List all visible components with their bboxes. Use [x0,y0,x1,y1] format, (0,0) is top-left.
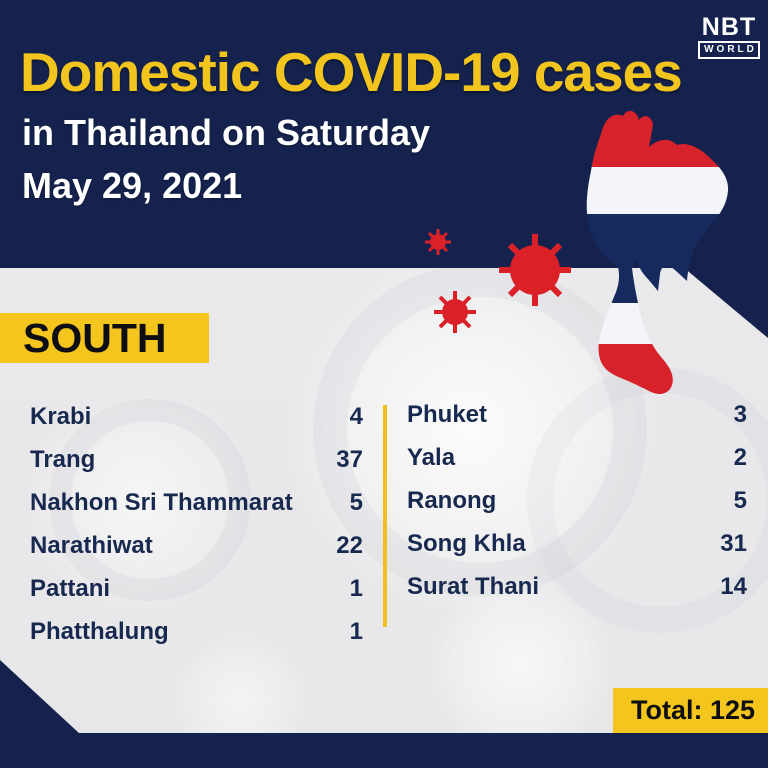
province-name: Phuket [407,400,488,428]
page-subtitle: in Thailand on Saturday May 29, 2021 [22,106,582,212]
case-count: 1 [349,617,363,645]
table-row: Song Khla 31 [407,522,747,565]
bottom-left-wedge [0,660,80,734]
map-stripe-navy [586,214,729,303]
province-name: Krabi [30,402,92,430]
case-count: 5 [349,488,363,516]
table-row: Phatthalung 1 [30,610,363,653]
logo-text-world: WORLD [698,41,760,59]
province-name: Nakhon Sri Thammarat [30,488,293,516]
province-name: Song Khla [407,529,526,557]
thailand-map [586,110,729,394]
map-stripe-white-upper [586,167,729,214]
case-count: 22 [336,531,363,559]
province-name: Yala [407,443,456,471]
region-label: SOUTH [0,313,209,363]
table-row: Pattani 1 [30,567,363,610]
province-name: Ranong [407,486,497,514]
province-name: Pattani [30,574,111,602]
province-column-left: Krabi 4 Trang 37 Nakhon Sri Thammarat 5 … [30,395,363,653]
table-row: Surat Thani 14 [407,565,747,608]
case-count: 14 [720,572,747,600]
total-badge: Total: 125 [613,688,768,733]
province-name: Phatthalung [30,617,169,645]
table-row: Krabi 4 [30,395,363,438]
case-count: 31 [720,529,747,557]
province-name: Surat Thani [407,572,540,600]
case-count: 4 [349,402,363,430]
subtitle-line-2: May 29, 2021 [22,165,243,206]
column-divider [383,405,387,627]
table-row: Narathiwat 22 [30,524,363,567]
map-stripe-red-top [586,110,729,167]
table-row: Nakhon Sri Thammarat 5 [30,481,363,524]
case-count: 3 [733,400,747,428]
case-count: 2 [733,443,747,471]
virus-icon-medium [434,291,476,333]
case-count: 5 [733,486,747,514]
bottom-band [0,733,768,768]
table-row: Phuket 3 [407,393,747,436]
table-row: Trang 37 [30,438,363,481]
nbt-world-logo: NBT WORLD [698,14,760,59]
table-row: Ranong 5 [407,479,747,522]
case-count: 1 [349,574,363,602]
page-title: Domestic COVID-19 cases [20,41,683,103]
province-name: Narathiwat [30,531,153,559]
province-column-right: Phuket 3 Yala 2 Ranong 5 Song Khla 31 Su… [407,393,747,608]
map-stripe-white-lower [586,303,729,344]
subtitle-line-1: in Thailand on Saturday [22,112,431,153]
logo-text-nbt: NBT [701,13,757,41]
province-name: Trang [30,445,96,473]
table-row: Yala 2 [407,436,747,479]
case-count: 37 [336,445,363,473]
